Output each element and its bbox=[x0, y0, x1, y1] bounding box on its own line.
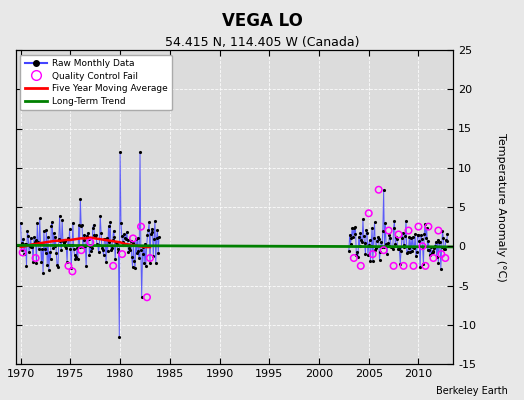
Legend: Raw Monthly Data, Quality Control Fail, Five Year Moving Average, Long-Term Tren: Raw Monthly Data, Quality Control Fail, … bbox=[20, 54, 172, 110]
Point bbox=[409, 263, 418, 269]
Point bbox=[375, 186, 383, 193]
Point bbox=[137, 224, 145, 230]
Point bbox=[68, 268, 77, 274]
Point bbox=[399, 263, 408, 269]
Point bbox=[77, 247, 85, 253]
Point bbox=[429, 255, 438, 261]
Point bbox=[109, 263, 117, 269]
Point bbox=[441, 255, 450, 261]
Point bbox=[424, 224, 433, 230]
Point bbox=[129, 235, 137, 242]
Point bbox=[64, 263, 73, 269]
Point bbox=[146, 255, 154, 261]
Point bbox=[143, 294, 151, 300]
Text: Berkeley Earth: Berkeley Earth bbox=[436, 386, 508, 396]
Point bbox=[18, 249, 27, 256]
Point bbox=[31, 255, 40, 261]
Point bbox=[405, 227, 413, 234]
Point bbox=[437, 251, 445, 257]
Text: 54.415 N, 114.405 W (Canada): 54.415 N, 114.405 W (Canada) bbox=[165, 36, 359, 49]
Point bbox=[389, 263, 398, 269]
Point bbox=[118, 251, 126, 257]
Point bbox=[434, 227, 443, 234]
Point bbox=[368, 251, 377, 257]
Point bbox=[418, 243, 427, 250]
Point bbox=[379, 247, 388, 253]
Point bbox=[357, 263, 365, 269]
Point bbox=[414, 224, 423, 230]
Point bbox=[365, 210, 373, 216]
Text: VEGA LO: VEGA LO bbox=[222, 12, 302, 30]
Point bbox=[421, 263, 430, 269]
Y-axis label: Temperature Anomaly (°C): Temperature Anomaly (°C) bbox=[496, 133, 506, 281]
Point bbox=[395, 231, 403, 238]
Point bbox=[385, 227, 393, 234]
Point bbox=[350, 255, 358, 261]
Point bbox=[86, 239, 94, 246]
